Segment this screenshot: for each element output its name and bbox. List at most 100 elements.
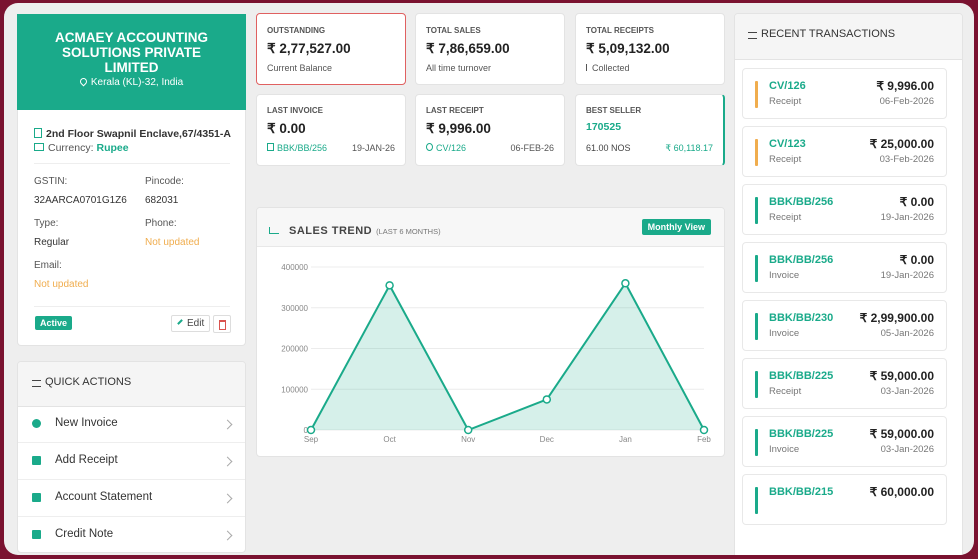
action-icon	[32, 419, 41, 428]
stat-value: ₹ 0.00	[267, 121, 306, 136]
stat-card: LAST RECEIPT ₹ 9,996.00 CV/126 06-FEB-26	[415, 94, 565, 166]
location-icon	[78, 76, 89, 87]
y-tick-label: 100000	[281, 385, 308, 394]
transaction[interactable]: BBK/BB/256 ₹ 0.00 Receipt 19-Jan-2026	[742, 184, 947, 235]
y-tick-label: 300000	[281, 304, 308, 313]
transactions-panel: RECENT TRANSACTIONS CV/126 ₹ 9,996.00 Recei…	[734, 13, 963, 555]
transaction[interactable]: BBK/BB/215 ₹ 60,000.00	[742, 474, 947, 525]
transaction-amount: ₹ 2,99,900.00	[859, 311, 934, 325]
field-value: 32AARCA0701G1Z6	[34, 195, 127, 206]
stat-label: TOTAL RECEIPTS	[586, 26, 655, 35]
transaction-ref: CV/123	[769, 138, 806, 150]
stat-card: OUTSTANDING ₹ 2,77,527.00 Current Balance	[256, 13, 406, 85]
quick-action[interactable]: New Invoice	[18, 406, 245, 443]
transaction-date: 19-Jan-2026	[880, 212, 934, 223]
action-icon	[32, 456, 41, 465]
location-text: Kerala (KL)-32, India	[90, 77, 184, 88]
quick-actions: QUICK ACTIONS New Invoice Add Receipt Accou…	[17, 361, 246, 553]
chart-card: SALES TREND (LAST 6 MONTHS) Monthly View 0 1…	[256, 207, 725, 457]
monthly-view-button[interactable]: Monthly View	[641, 219, 711, 235]
stat-card: TOTAL SALES ₹ 7,86,659.00 All time turnove…	[415, 13, 565, 85]
point	[542, 395, 552, 404]
currency: Currency: Rupee	[34, 142, 129, 154]
building-icon	[34, 128, 42, 138]
quick-action[interactable]: Account Statement	[18, 480, 245, 517]
quick-actions-title: QUICK ACTIONS	[45, 376, 132, 388]
transaction-amount: ₹ 25,000.00	[869, 137, 934, 151]
company-header: ACMAEY ACCOUNTING SOLUTIONS PRIVATE LIMI…	[17, 14, 246, 110]
transaction-type: Receipt	[769, 96, 802, 107]
delete-button[interactable]	[213, 315, 231, 333]
stat-ref: CV/126	[426, 143, 466, 153]
x-tick-label: Jan	[619, 435, 632, 444]
ref-icon	[267, 143, 274, 151]
currency-label: Currency:	[48, 142, 94, 154]
stat-label: BEST SELLER	[586, 106, 642, 115]
action-label: Add Receipt	[55, 454, 118, 466]
collected-icon	[586, 64, 587, 71]
transaction-type: Invoice	[769, 328, 800, 339]
field-label: GSTIN:	[34, 176, 68, 187]
stat-date: ₹ 60,118.17	[665, 143, 713, 153]
stat-date: 06-FEB-26	[510, 143, 554, 153]
stat-card: LAST INVOICE ₹ 0.00 BBK/BB/256 19-JAN-26	[256, 94, 406, 166]
stat-note: Collected	[586, 63, 630, 73]
transaction-bar	[755, 429, 758, 456]
transactions-header	[735, 14, 962, 60]
transaction[interactable]: BBK/BB/230 ₹ 2,99,900.00 Invoice 05-Jan-202…	[742, 300, 947, 351]
transaction[interactable]: CV/126 ₹ 9,996.00 Receipt 06-Feb-2026	[742, 68, 947, 119]
y-tick-label: 0	[304, 426, 309, 435]
transaction-bar	[755, 487, 758, 514]
transaction-ref: BBK/BB/256	[769, 254, 834, 266]
transaction-date: 03-Jan-2026	[880, 444, 934, 455]
stat-value: ₹ 7,86,659.00	[426, 41, 510, 56]
frame: ACMAEY ACCOUNTING SOLUTIONS PRIVATE LIMI…	[4, 3, 974, 555]
address-text: 2nd Floor Swapnil Enclave,67/4351-A	[46, 128, 231, 140]
transaction-date: 03-Jan-2026	[880, 386, 934, 397]
transaction-type: Receipt	[769, 386, 802, 397]
stat-note-text: Collected	[592, 63, 630, 73]
divider	[34, 163, 230, 164]
field-value: Not updated	[34, 279, 89, 290]
x-tick-label: Feb	[697, 435, 711, 444]
field-value: Regular	[34, 237, 70, 248]
transaction[interactable]: BBK/BB/225 ₹ 59,000.00 Invoice 03-Jan-2026	[742, 416, 947, 467]
quick-action[interactable]: Credit Note	[18, 517, 245, 552]
transaction-bar	[755, 139, 758, 166]
company-name: ACMAEY ACCOUNTING SOLUTIONS PRIVATE LIMI…	[54, 30, 208, 75]
stat-note-text: All time turnover	[426, 63, 492, 73]
y-tick-label: 200000	[281, 345, 308, 354]
field-label: Type:	[34, 218, 59, 229]
field-label: Email:	[34, 260, 62, 271]
edit-button[interactable]: Edit	[171, 315, 211, 332]
company-location: Kerala (KL)-32, India	[17, 76, 246, 88]
chart-subtitle: (LAST 6 MONTHS)	[376, 227, 441, 236]
stat-ref: BBK/BB/256	[267, 143, 327, 153]
transaction-date: 05-Jan-2026	[880, 328, 934, 339]
stat-value: ₹ 2,77,527.00	[267, 41, 351, 56]
stat-ref: 61.00 NOS	[586, 143, 631, 153]
stat-value: ₹ 5,09,132.00	[586, 41, 670, 56]
stat-note: Current Balance	[267, 63, 332, 73]
point	[385, 281, 394, 290]
delete-icon	[219, 320, 226, 330]
action-icon	[32, 530, 41, 539]
chevron	[222, 456, 233, 467]
chevron	[222, 530, 233, 541]
transaction[interactable]: BBK/BB/225 ₹ 59,000.00 Receipt 03-Jan-2026	[742, 358, 947, 409]
swap-icon	[748, 32, 757, 39]
ref-icon	[426, 143, 433, 151]
x-tick-label: Oct	[383, 435, 396, 444]
transaction-ref: CV/126	[769, 80, 806, 92]
quick-action[interactable]: Add Receipt	[18, 443, 245, 480]
transactions-title: RECENT TRANSACTIONS	[761, 28, 896, 40]
transaction-amount: ₹ 59,000.00	[869, 427, 934, 441]
line	[310, 281, 705, 432]
transaction[interactable]: CV/123 ₹ 25,000.00 Receipt 03-Feb-2026	[742, 126, 947, 177]
y-tick-label: 400000	[281, 263, 308, 272]
status-badge: Active	[35, 316, 73, 330]
field-label: Phone:	[145, 218, 177, 229]
field-value: 682031	[145, 195, 179, 206]
transaction[interactable]: BBK/BB/256 ₹ 0.00 Invoice 19-Jan-2026	[742, 242, 947, 293]
transaction-bar	[755, 255, 758, 282]
